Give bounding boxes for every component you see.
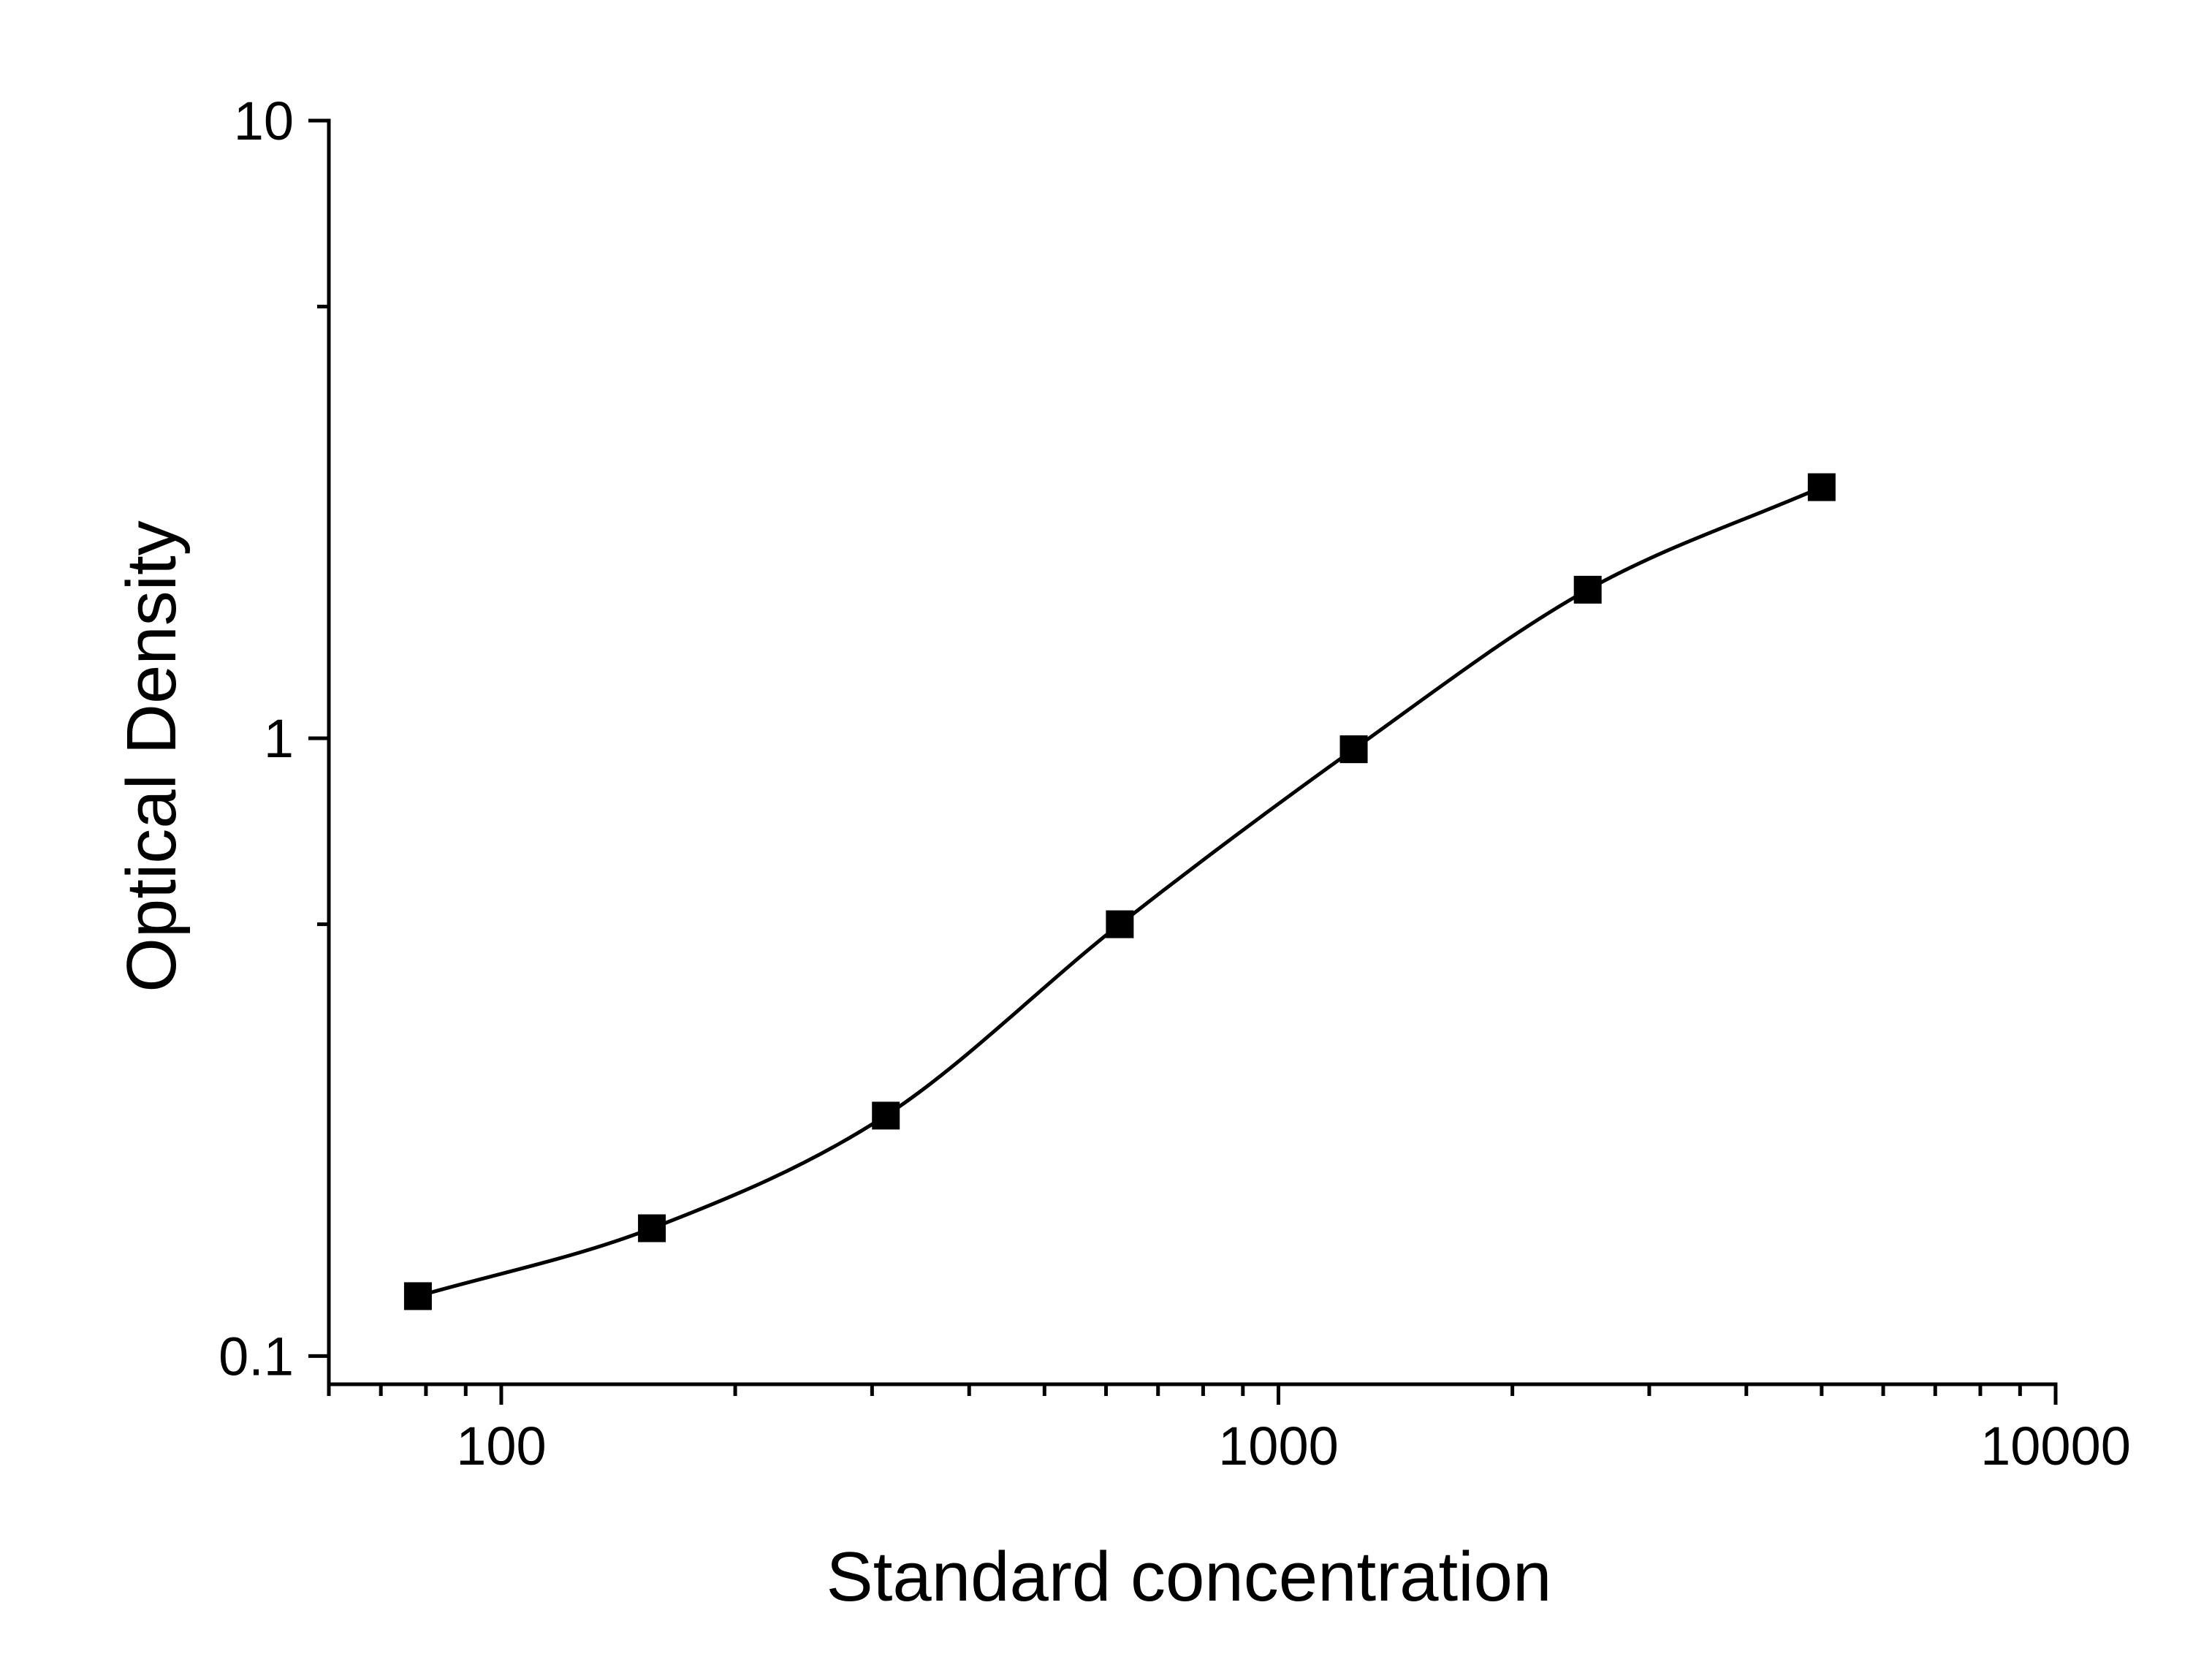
data-point xyxy=(1106,910,1134,938)
fit-curve-layer xyxy=(417,485,1823,1298)
y-tick-label: 10 xyxy=(234,91,294,151)
data-point xyxy=(1339,735,1368,764)
x-tick-label: 10000 xyxy=(1980,1416,2131,1476)
x-axis-title: Standard concentration xyxy=(826,1538,1552,1616)
data-point xyxy=(638,1214,666,1242)
data-points-layer xyxy=(403,473,1836,1310)
data-point xyxy=(1573,575,1602,604)
tick-labels-layer: 100 1000 10000 0.1 1 10 xyxy=(218,91,2131,1476)
data-point xyxy=(872,1101,900,1130)
data-point xyxy=(1807,473,1836,501)
x-tick-label: 1000 xyxy=(1218,1416,1339,1476)
y-tick-label: 1 xyxy=(264,708,294,769)
axes xyxy=(308,118,2058,1405)
data-point xyxy=(403,1282,432,1310)
y-axis-title: Optical Density xyxy=(113,520,191,993)
fit-curve xyxy=(417,485,1823,1298)
x-tick-label: 100 xyxy=(456,1416,546,1476)
y-tick-label: 0.1 xyxy=(218,1326,294,1386)
